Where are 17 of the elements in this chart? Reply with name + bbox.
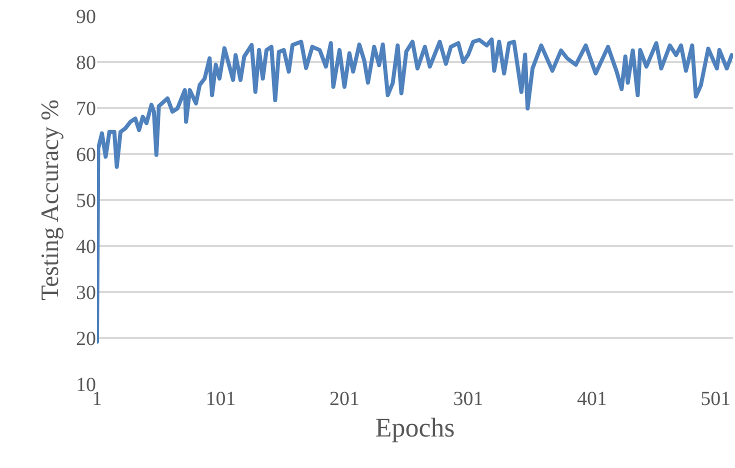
y-tick-label: 60	[76, 144, 96, 166]
y-tick-label: 40	[76, 236, 96, 258]
x-tick-label: 301	[453, 388, 484, 410]
line-series	[97, 37, 733, 344]
y-tick-label: 70	[76, 98, 96, 120]
y-tick-label: 30	[76, 282, 96, 304]
x-axis-title: Epochs	[375, 412, 455, 442]
y-axis-title: Testing Accuracy %	[36, 100, 64, 300]
x-tick-label: 401	[576, 388, 607, 410]
x-tick-label: 501	[700, 388, 731, 410]
y-tick-label: 50	[76, 190, 96, 212]
x-tick-label: 201	[329, 388, 360, 410]
y-tick-label: 10	[76, 374, 96, 396]
x-tick-label: 101	[206, 388, 236, 410]
y-tick-label: 20	[76, 328, 96, 350]
y-tick-label: 80	[76, 52, 96, 74]
y-tick-label: 90	[76, 6, 96, 28]
